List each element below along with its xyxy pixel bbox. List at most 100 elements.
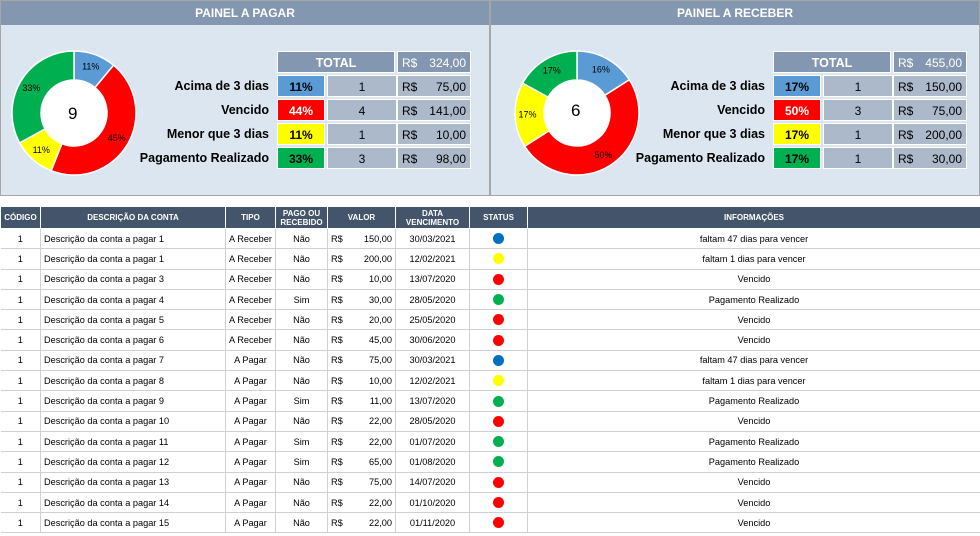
- cell-pago[interactable]: Não: [275, 492, 328, 514]
- cell-valor[interactable]: R$ 75,00: [327, 350, 396, 372]
- cell-data[interactable]: 01/08/2020: [395, 451, 470, 473]
- cell-pago[interactable]: Não: [275, 269, 328, 290]
- cell-valor[interactable]: R$ 65,00: [327, 451, 396, 473]
- cell-pago[interactable]: Não: [275, 309, 328, 331]
- cell-descricao[interactable]: Descrição da conta a pagar 6: [40, 329, 226, 351]
- cell-valor[interactable]: R$ 150,00: [327, 228, 396, 250]
- cell-codigo[interactable]: 1: [0, 350, 41, 372]
- cell-tipo[interactable]: A Pagar: [225, 411, 276, 432]
- cell-pago[interactable]: Sim: [275, 451, 328, 473]
- cell-descricao[interactable]: Descrição da conta a pagar 14: [40, 492, 226, 514]
- cell-informacoes[interactable]: Vencido: [527, 512, 980, 534]
- cell-informacoes[interactable]: Pagamento Realizado: [527, 431, 980, 453]
- table-row[interactable]: 1 Descrição da conta a pagar 15 A Pagar Não…: [0, 512, 980, 534]
- cell-valor[interactable]: R$ 11,00: [327, 390, 396, 412]
- cell-descricao[interactable]: Descrição da conta a pagar 1: [40, 228, 226, 250]
- cell-pago[interactable]: Não: [275, 350, 328, 372]
- cell-pago[interactable]: Não: [275, 472, 328, 493]
- cell-data[interactable]: 13/07/2020: [395, 390, 470, 412]
- cell-descricao[interactable]: Descrição da conta a pagar 12: [40, 451, 226, 473]
- cell-codigo[interactable]: 1: [0, 329, 41, 351]
- cell-codigo[interactable]: 1: [0, 228, 41, 250]
- cell-informacoes[interactable]: faltam 1 dias para vencer: [527, 370, 980, 392]
- cell-codigo[interactable]: 1: [0, 451, 41, 473]
- cell-valor[interactable]: R$ 22,00: [327, 492, 396, 514]
- cell-pago[interactable]: Sim: [275, 431, 328, 453]
- cell-pago[interactable]: Sim: [275, 390, 328, 412]
- cell-data[interactable]: 01/10/2020: [395, 492, 470, 514]
- cell-pago[interactable]: Não: [275, 411, 328, 432]
- cell-informacoes[interactable]: faltam 47 dias para vencer: [527, 228, 980, 250]
- cell-codigo[interactable]: 1: [0, 370, 41, 392]
- cell-valor[interactable]: R$ 20,00: [327, 309, 396, 331]
- cell-pago[interactable]: Sim: [275, 289, 328, 311]
- cell-tipo[interactable]: A Pagar: [225, 492, 276, 514]
- cell-codigo[interactable]: 1: [0, 289, 41, 311]
- cell-data[interactable]: 28/05/2020: [395, 411, 470, 432]
- cell-valor[interactable]: R$ 22,00: [327, 512, 396, 534]
- cell-status[interactable]: [469, 431, 528, 453]
- cell-informacoes[interactable]: Pagamento Realizado: [527, 390, 980, 412]
- cell-tipo[interactable]: A Receber: [225, 329, 276, 351]
- cell-codigo[interactable]: 1: [0, 431, 41, 453]
- cell-status[interactable]: [469, 390, 528, 412]
- cell-data[interactable]: 13/07/2020: [395, 269, 470, 290]
- cell-informacoes[interactable]: Pagamento Realizado: [527, 289, 980, 311]
- cell-tipo[interactable]: A Pagar: [225, 451, 276, 473]
- cell-pago[interactable]: Não: [275, 329, 328, 351]
- cell-descricao[interactable]: Descrição da conta a pagar 8: [40, 370, 226, 392]
- cell-valor[interactable]: R$ 75,00: [327, 472, 396, 493]
- cell-valor[interactable]: R$ 10,00: [327, 269, 396, 290]
- cell-valor[interactable]: R$ 45,00: [327, 329, 396, 351]
- cell-informacoes[interactable]: Vencido: [527, 472, 980, 493]
- cell-valor[interactable]: R$ 30,00: [327, 289, 396, 311]
- cell-informacoes[interactable]: Vencido: [527, 329, 980, 351]
- cell-data[interactable]: 12/02/2021: [395, 248, 470, 270]
- cell-informacoes[interactable]: Vencido: [527, 492, 980, 514]
- cell-codigo[interactable]: 1: [0, 472, 41, 493]
- cell-codigo[interactable]: 1: [0, 512, 41, 534]
- cell-informacoes[interactable]: Pagamento Realizado: [527, 451, 980, 473]
- cell-descricao[interactable]: Descrição da conta a pagar 11: [40, 431, 226, 453]
- cell-descricao[interactable]: Descrição da conta a pagar 9: [40, 390, 226, 412]
- cell-status[interactable]: [469, 309, 528, 331]
- cell-descricao[interactable]: Descrição da conta a pagar 3: [40, 269, 226, 290]
- cell-valor[interactable]: R$ 22,00: [327, 431, 396, 453]
- cell-data[interactable]: 12/02/2021: [395, 370, 470, 392]
- cell-codigo[interactable]: 1: [0, 309, 41, 331]
- cell-valor[interactable]: R$ 200,00: [327, 248, 396, 270]
- cell-tipo[interactable]: A Pagar: [225, 390, 276, 412]
- cell-data[interactable]: 30/03/2021: [395, 350, 470, 372]
- cell-codigo[interactable]: 1: [0, 390, 41, 412]
- cell-informacoes[interactable]: Vencido: [527, 411, 980, 432]
- cell-status[interactable]: [469, 492, 528, 514]
- cell-tipo[interactable]: A Receber: [225, 228, 276, 250]
- cell-tipo[interactable]: A Pagar: [225, 472, 276, 493]
- cell-pago[interactable]: Não: [275, 512, 328, 534]
- cell-data[interactable]: 14/07/2020: [395, 472, 470, 493]
- cell-status[interactable]: [469, 512, 528, 534]
- cell-informacoes[interactable]: faltam 1 dias para vencer: [527, 248, 980, 270]
- cell-status[interactable]: [469, 451, 528, 473]
- cell-codigo[interactable]: 1: [0, 269, 41, 290]
- table-row[interactable]: 1 Descrição da conta a pagar 11 A Pagar Sim…: [0, 431, 980, 453]
- cell-valor[interactable]: R$ 10,00: [327, 370, 396, 392]
- cell-informacoes[interactable]: faltam 47 dias para vencer: [527, 350, 980, 372]
- cell-descricao[interactable]: Descrição da conta a pagar 15: [40, 512, 226, 534]
- cell-descricao[interactable]: Descrição da conta a pagar 5: [40, 309, 226, 331]
- cell-data[interactable]: 30/06/2020: [395, 329, 470, 351]
- cell-descricao[interactable]: Descrição da conta a pagar 10: [40, 411, 226, 432]
- cell-tipo[interactable]: A Pagar: [225, 350, 276, 372]
- cell-status[interactable]: [469, 370, 528, 392]
- cell-data[interactable]: 01/07/2020: [395, 431, 470, 453]
- cell-codigo[interactable]: 1: [0, 492, 41, 514]
- table-row[interactable]: 1 Descrição da conta a pagar 13 A Pagar Não…: [0, 472, 980, 493]
- cell-informacoes[interactable]: Vencido: [527, 309, 980, 331]
